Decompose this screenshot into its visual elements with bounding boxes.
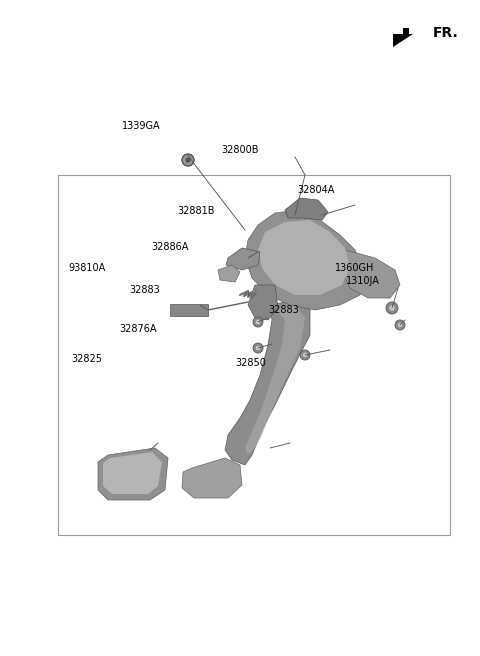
Circle shape [256, 319, 260, 324]
Polygon shape [182, 458, 242, 498]
Text: 32886A: 32886A [151, 241, 189, 252]
Polygon shape [245, 210, 365, 310]
Bar [170, 304, 208, 316]
Text: 32881B: 32881B [178, 206, 215, 216]
Text: 1339GA: 1339GA [122, 121, 161, 131]
Text: 32850: 32850 [235, 358, 266, 368]
Polygon shape [226, 248, 260, 270]
Circle shape [185, 157, 191, 163]
Text: FR.: FR. [432, 26, 458, 40]
Circle shape [300, 350, 310, 360]
Circle shape [253, 317, 263, 327]
Polygon shape [342, 250, 400, 298]
Circle shape [389, 305, 395, 311]
Polygon shape [258, 220, 350, 295]
Text: 32876A: 32876A [119, 324, 156, 335]
Circle shape [303, 353, 307, 358]
Polygon shape [285, 198, 328, 220]
Text: 32825: 32825 [71, 354, 102, 365]
Text: 32804A: 32804A [298, 185, 335, 195]
Polygon shape [225, 300, 310, 465]
Circle shape [398, 323, 402, 327]
Polygon shape [248, 285, 278, 320]
Polygon shape [103, 452, 162, 494]
Text: 32883: 32883 [269, 304, 300, 315]
Polygon shape [98, 448, 168, 500]
Polygon shape [218, 265, 240, 282]
Text: 32800B: 32800B [221, 144, 259, 155]
Text: 32883: 32883 [130, 285, 160, 295]
Circle shape [253, 343, 263, 353]
Circle shape [395, 320, 405, 330]
Circle shape [386, 302, 398, 314]
Text: 1310JA: 1310JA [346, 276, 380, 286]
Polygon shape [393, 28, 413, 47]
Text: 93810A: 93810A [69, 262, 106, 273]
Circle shape [182, 154, 194, 166]
Polygon shape [245, 305, 305, 455]
Circle shape [186, 158, 190, 162]
Circle shape [256, 346, 260, 350]
Text: 1360GH: 1360GH [335, 262, 374, 273]
Bar [58, 175, 450, 535]
